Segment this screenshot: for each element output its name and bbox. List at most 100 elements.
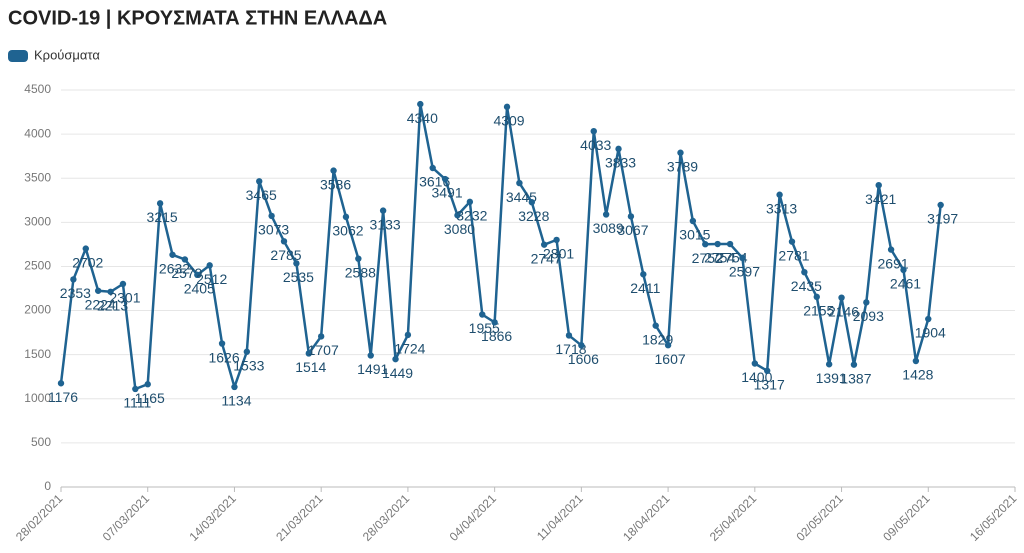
data-label: 3465 [246,187,277,203]
data-point [441,175,449,183]
x-tick-label: 02/05/2021 [794,491,847,544]
data-point [875,181,882,189]
data-point [751,360,759,367]
data-point [565,332,573,339]
data-point [516,179,523,187]
data-point [553,236,560,244]
data-point [788,238,796,245]
data-label: 2702 [72,254,103,270]
data-label: 1606 [568,351,599,367]
y-tick-label: 4500 [24,82,51,96]
data-label: 2588 [345,264,376,280]
data-point [429,164,436,172]
data-label: 3491 [431,185,462,201]
data-point [863,299,870,306]
data-label: 1607 [655,351,686,367]
data-point [107,288,114,295]
data-point [912,357,920,365]
data-point [590,127,597,135]
data-point [355,255,362,262]
data-point [689,217,697,225]
x-tick-label: 04/04/2021 [447,491,500,544]
data-point [132,385,139,393]
data-point [181,256,189,263]
data-point [144,381,151,388]
data-label: 4309 [493,113,524,129]
data-label: 2353 [60,285,91,301]
data-point [714,240,721,248]
data-point [850,361,858,368]
data-label: 2435 [791,278,822,294]
data-point [726,240,734,248]
x-tick-label: 16/05/2021 [967,491,1020,544]
data-label: 3062 [332,223,363,239]
data-label: 1626 [208,349,239,365]
data-point [801,268,808,276]
data-label: 3215 [147,209,178,225]
data-point [330,167,337,174]
y-tick-label: 1500 [24,347,51,361]
data-label: 2405 [184,281,215,297]
data-label: 2155 [803,303,834,319]
data-label: 1165 [135,390,165,406]
y-tick-label: 3000 [24,215,51,229]
data-label: 1134 [221,393,251,409]
data-point [317,333,325,340]
y-tick-label: 0 [44,479,51,493]
data-label: 1428 [902,367,933,383]
data-point [602,211,610,218]
data-label: 3073 [258,222,289,238]
data-point [169,251,176,258]
data-point [640,271,647,278]
data-label: 1491 [357,361,388,377]
data-label: 3421 [865,191,896,207]
data-point [218,340,226,347]
data-label: 2754 [716,250,747,266]
legend-swatch [8,50,28,62]
data-label: 2801 [543,246,574,262]
chart-title: COVID-19 | ΚΡΟΥΣΜΑΤΑ ΣΤΗΝ ΕΛΛΑΔΑ [8,7,387,29]
y-tick-label: 2500 [24,259,51,273]
data-point [293,260,300,267]
data-label: 2461 [890,276,921,292]
data-point [764,367,771,375]
x-tick-label: 25/04/2021 [707,491,760,544]
data-point [825,361,833,368]
data-point [305,350,312,357]
data-label: 3586 [320,176,351,192]
data-label: 1707 [308,342,339,358]
data-label: 2785 [270,247,301,263]
data-point [367,352,374,359]
x-tick-label: 21/03/2021 [273,491,326,544]
data-point [268,212,275,220]
data-label: 2579 [171,265,202,281]
data-label: 2093 [853,308,884,324]
data-point [231,383,238,391]
data-label: 1317 [754,377,785,393]
data-point [937,201,944,209]
y-tick-label: 3500 [24,170,51,184]
data-point [417,100,424,108]
data-point [739,254,746,262]
data-label: 2754 [704,250,735,266]
data-label: 4033 [580,137,611,153]
data-label: 2752 [692,250,723,266]
data-label: 1533 [233,357,264,373]
x-tick-label: 28/02/2021 [13,491,66,544]
data-label: 2512 [196,271,227,287]
x-tick-label: 07/03/2021 [100,491,153,544]
data-point [454,212,461,219]
data-point [503,103,511,111]
data-label: 3313 [766,200,797,216]
data-point [206,262,213,269]
data-label: 1514 [295,359,326,375]
data-point [57,380,65,387]
y-tick-label: 4000 [24,126,51,140]
data-point [156,200,164,207]
data-label: 2535 [283,269,314,285]
data-point [578,342,585,349]
data-label: 1391 [816,370,847,386]
data-point [627,213,635,220]
data-label: 3789 [667,158,698,174]
